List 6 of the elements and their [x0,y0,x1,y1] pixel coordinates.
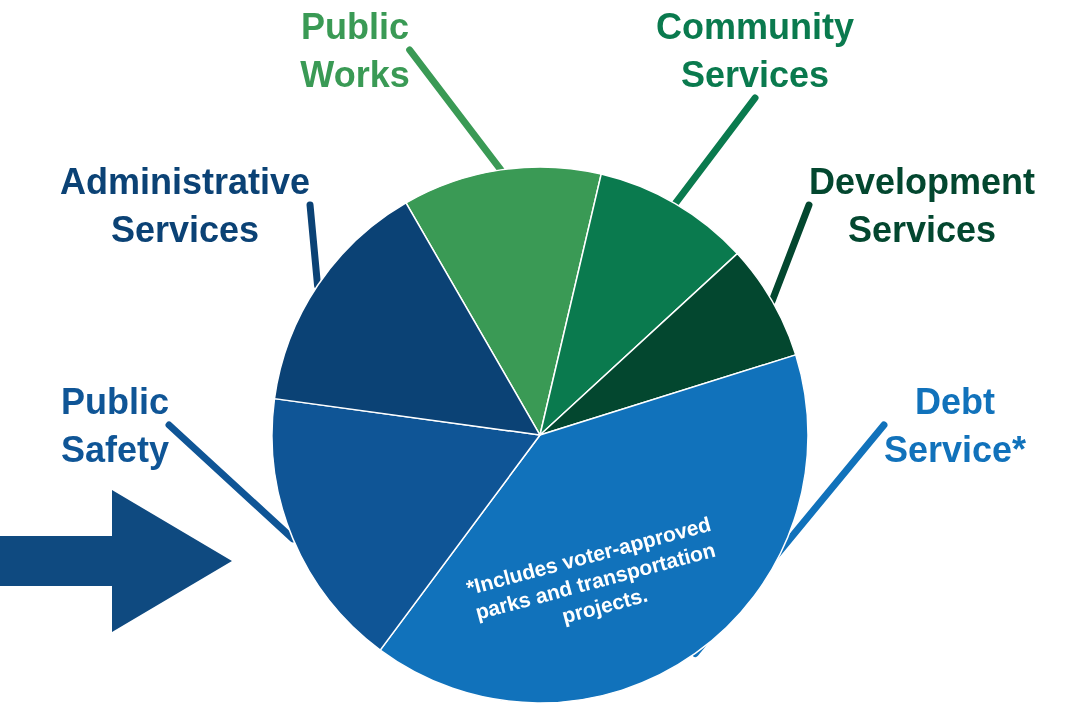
slice-label: Public Works [300,5,410,95]
slice-label: Community Services [656,5,854,95]
slice-label: Debt Service* [883,380,1027,470]
slice-label: Public Safety [60,380,170,470]
slice-label: Administrative Services [59,160,311,250]
slice-label: Development Services [808,160,1036,250]
